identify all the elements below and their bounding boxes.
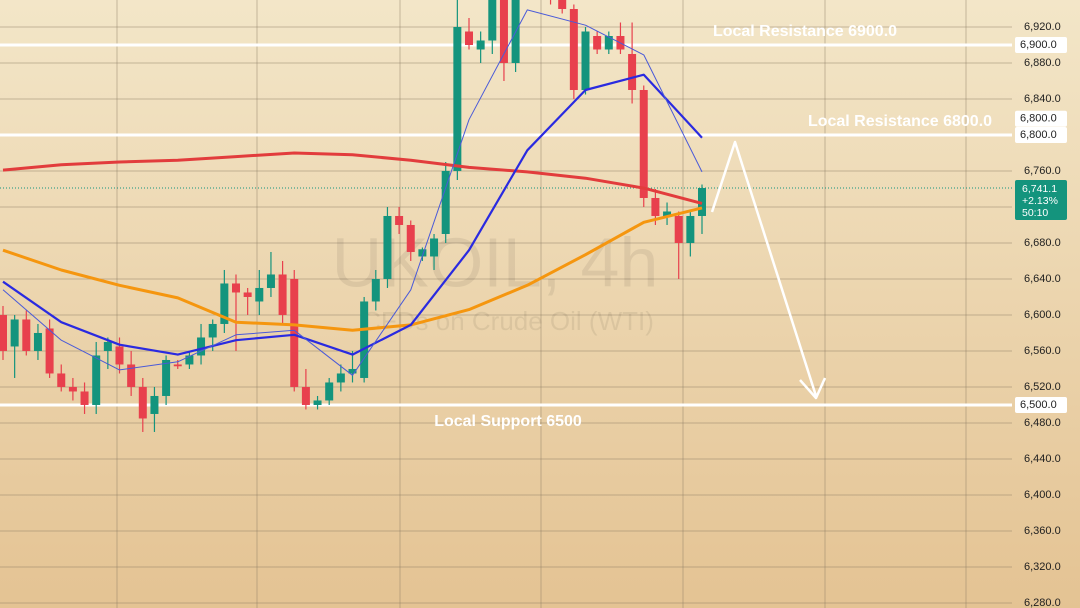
candle-body (663, 211, 672, 216)
candle-body (115, 346, 124, 365)
candle-body (232, 283, 240, 293)
y-tick-label: 6,440.0 (1024, 453, 1061, 465)
candle-body (418, 249, 427, 257)
candle-body (674, 215, 683, 243)
candle-body (220, 283, 229, 324)
countdown-label: 50:10 (1022, 207, 1048, 219)
candle-body (68, 386, 77, 392)
candle-body (628, 53, 637, 90)
candle-body (22, 319, 31, 351)
level-price-box (1015, 36, 1067, 53)
y-tick-label: 6,400.0 (1024, 489, 1061, 501)
candle-body (127, 364, 136, 387)
candle-body (162, 359, 171, 396)
y-tick-label: 6,840.0 (1024, 93, 1061, 105)
current-change-label: +2.13% (1022, 195, 1058, 207)
candle-body (499, 0, 508, 63)
candle-body (395, 215, 404, 225)
level-label: Local Resistance 6800.0 (808, 113, 992, 130)
candle-body (255, 287, 264, 302)
y-tick-label: 6,880.0 (1024, 57, 1061, 69)
level-price-box (1015, 396, 1067, 413)
y-tick-label: 6,600.0 (1024, 309, 1061, 321)
moving-average (2, 73, 703, 356)
y-tick-label: 6,640.0 (1024, 273, 1061, 285)
candle-body (10, 319, 19, 347)
marker-price-label: 6,800.0 (1020, 113, 1057, 125)
level-price-box (1015, 126, 1067, 143)
candle-body (278, 274, 287, 315)
candle-body (686, 215, 695, 243)
candle-body (313, 400, 322, 405)
candle-body (325, 382, 334, 401)
candle-body (593, 35, 602, 50)
candle-body (138, 386, 147, 419)
candle-body (33, 332, 42, 351)
time-grid (116, 0, 967, 608)
candle-body (150, 395, 159, 414)
candle-body (488, 0, 497, 41)
y-tick-label: 6,520.0 (1024, 381, 1061, 393)
candle-body (604, 35, 613, 50)
candle-body (383, 215, 392, 279)
y-tick-label: 6,680.0 (1024, 237, 1061, 249)
moving-average (2, 9, 703, 376)
y-tick-label: 6,320.0 (1024, 561, 1061, 573)
candle-body (430, 238, 439, 257)
candle-body (558, 0, 567, 9)
candle-body (185, 355, 194, 365)
candle-body (569, 8, 578, 90)
candle-body (476, 40, 485, 50)
marker-price-box (1015, 110, 1067, 127)
y-tick-label: 6,280.0 (1024, 597, 1061, 608)
candle-body (173, 364, 182, 367)
candle-body (406, 224, 415, 252)
candle-body (336, 373, 345, 383)
level-label: Local Resistance 6900.0 (713, 23, 897, 40)
candle-body (57, 373, 66, 387)
y-tick-label: 6,760.0 (1024, 165, 1061, 177)
y-tick-label: 6,360.0 (1024, 525, 1061, 537)
candle-body (45, 328, 54, 374)
candle-body (581, 31, 590, 90)
candle-body (360, 301, 369, 378)
candle-body (639, 89, 648, 198)
y-tick-label: 6,920.0 (1024, 21, 1061, 33)
candle-body (441, 170, 450, 234)
candle-body (348, 368, 357, 374)
candle-body (103, 341, 112, 351)
watermark: UKOIL, 4h (332, 223, 659, 301)
level-price-label: 6,900.0 (1020, 39, 1057, 51)
candle-body (208, 323, 217, 338)
y-tick-label: 6,480.0 (1024, 417, 1061, 429)
candle-body (243, 292, 252, 297)
level-price-label: 6,800.0 (1020, 129, 1057, 141)
candle-body (92, 355, 101, 405)
candle-body (453, 26, 462, 171)
y-tick-label: 6,560.0 (1024, 345, 1061, 357)
candle-body (0, 314, 7, 351)
candle-body (371, 278, 380, 302)
level-label: Local Support 6500 (434, 413, 582, 430)
candle-body (266, 274, 275, 288)
current-price-label: 6,741.1 (1022, 183, 1057, 195)
projection-arrow (710, 140, 827, 400)
level-price-label: 6,500.0 (1020, 399, 1057, 411)
watermark-subtitle: CFDs on Crude Oil (WTI) (362, 306, 654, 336)
current-price-box (1015, 179, 1067, 220)
candle-body (290, 278, 299, 387)
moving-average (2, 151, 703, 205)
candle-body (197, 337, 206, 356)
candle-body (651, 197, 660, 216)
moving-average (2, 206, 703, 332)
candle-body (301, 386, 310, 405)
candle-body (465, 31, 473, 45)
candle-body (80, 391, 89, 405)
